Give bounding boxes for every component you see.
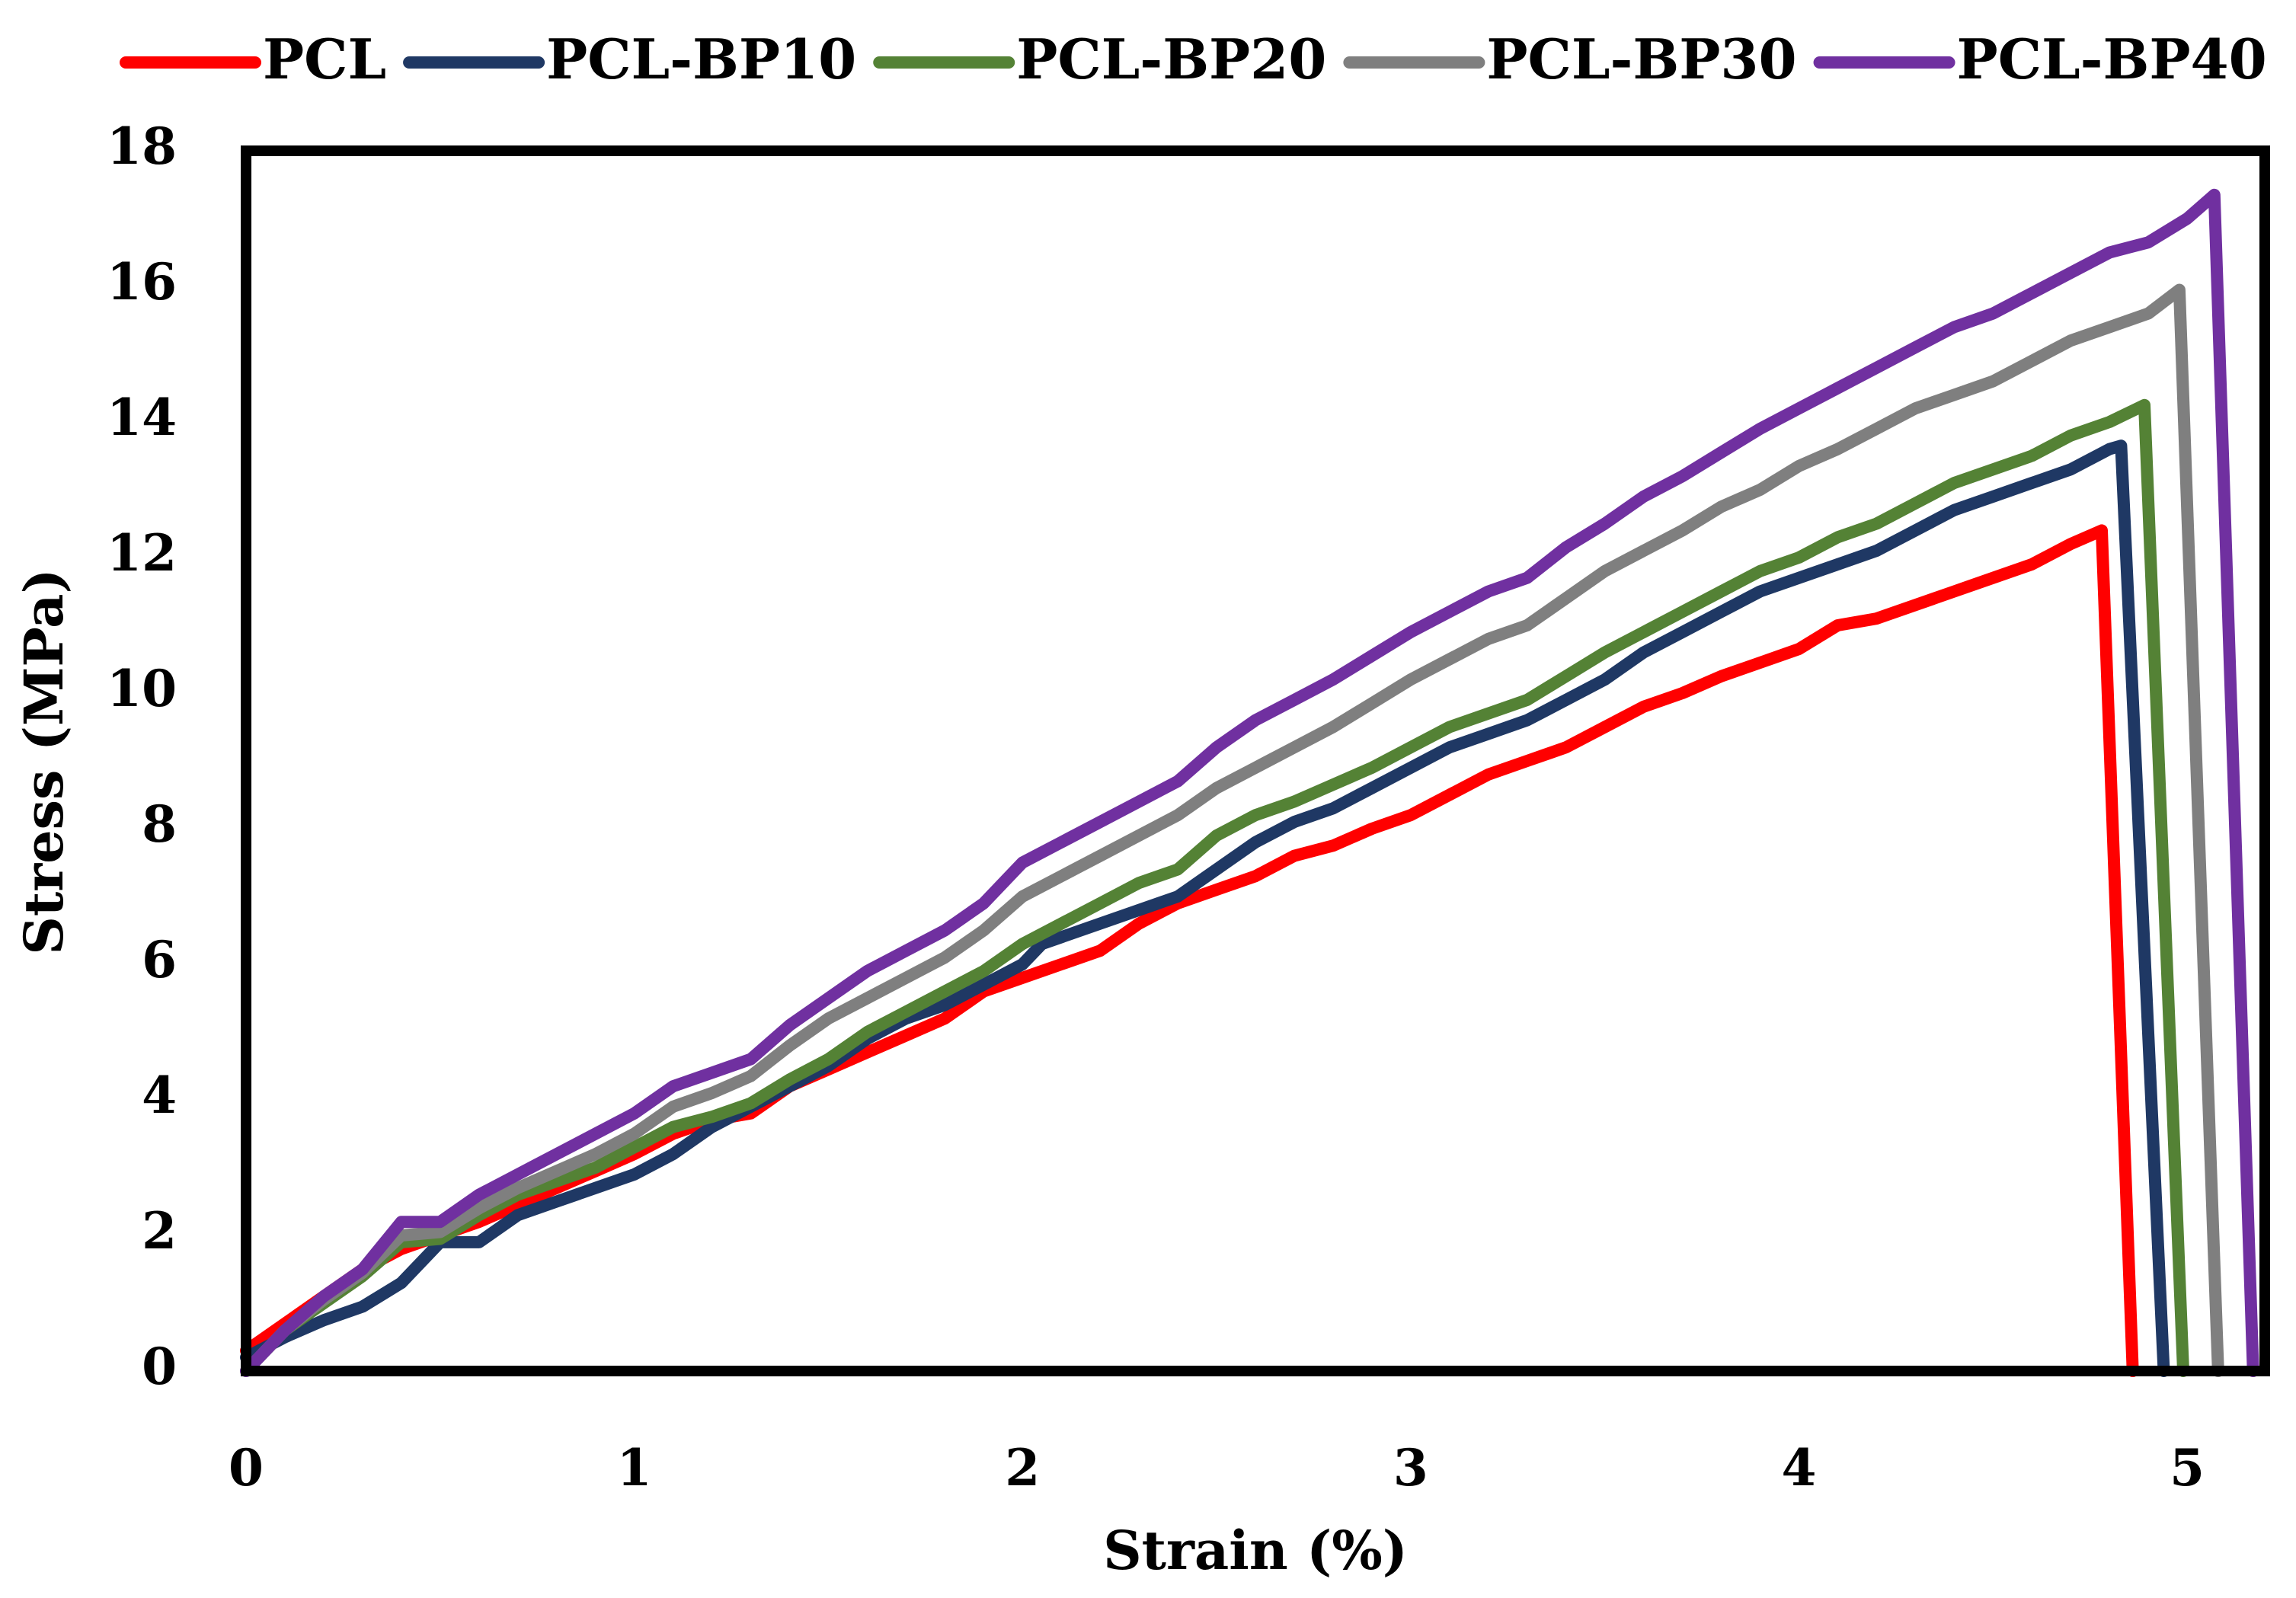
legend-label: PCL-BP40 — [1957, 27, 2267, 91]
x-tick-label: 5 — [2170, 1438, 2205, 1497]
legend: PCL PCL-BP10 PCL-BP20 PCL-BP30 PCL-BP40 — [120, 27, 2267, 91]
y-tick-label: 18 — [107, 117, 177, 176]
legend-label: PCL-BP20 — [1016, 27, 1326, 91]
series-line-pcl — [240, 524, 2139, 1377]
y-tick-label: 10 — [107, 659, 177, 718]
y-tick-label: 16 — [107, 252, 177, 312]
plot-area-frame — [241, 145, 2270, 1376]
legend-label: PCL — [263, 27, 386, 91]
y-tick-label: 12 — [107, 523, 177, 583]
series-layer — [240, 188, 2259, 1377]
series-line-pcl-bp40 — [240, 188, 2259, 1377]
series-line-pcl-bp10 — [240, 439, 2170, 1377]
legend-label: PCL-BP10 — [546, 27, 856, 91]
y-tick-label: 14 — [107, 388, 177, 447]
y-tick-label: 4 — [142, 1066, 177, 1125]
x-tick-label: 2 — [1005, 1438, 1040, 1497]
y-tick-label: 8 — [142, 794, 177, 854]
y-tick-label: 0 — [142, 1337, 177, 1396]
x-tick-label: 4 — [1781, 1438, 1816, 1497]
y-tick-label: 6 — [142, 930, 177, 989]
series-line-pcl-bp30 — [240, 283, 2224, 1377]
x-axis-title: Strain (%) — [1103, 1519, 1408, 1582]
x-tick-label: 1 — [617, 1438, 652, 1497]
y-axis-ticks: 0 2 4 6 8 10 12 14 16 18 — [107, 117, 177, 1396]
x-tick-label: 3 — [1393, 1438, 1428, 1497]
y-tick-label: 2 — [142, 1201, 177, 1261]
x-tick-label: 0 — [229, 1438, 264, 1497]
y-axis-title: Stress (MPa) — [12, 568, 75, 954]
series-line-pcl-bp20 — [240, 398, 2189, 1377]
x-axis-ticks: 0 1 2 3 4 5 — [229, 1438, 2205, 1497]
legend-label: PCL-BP30 — [1486, 27, 1796, 91]
